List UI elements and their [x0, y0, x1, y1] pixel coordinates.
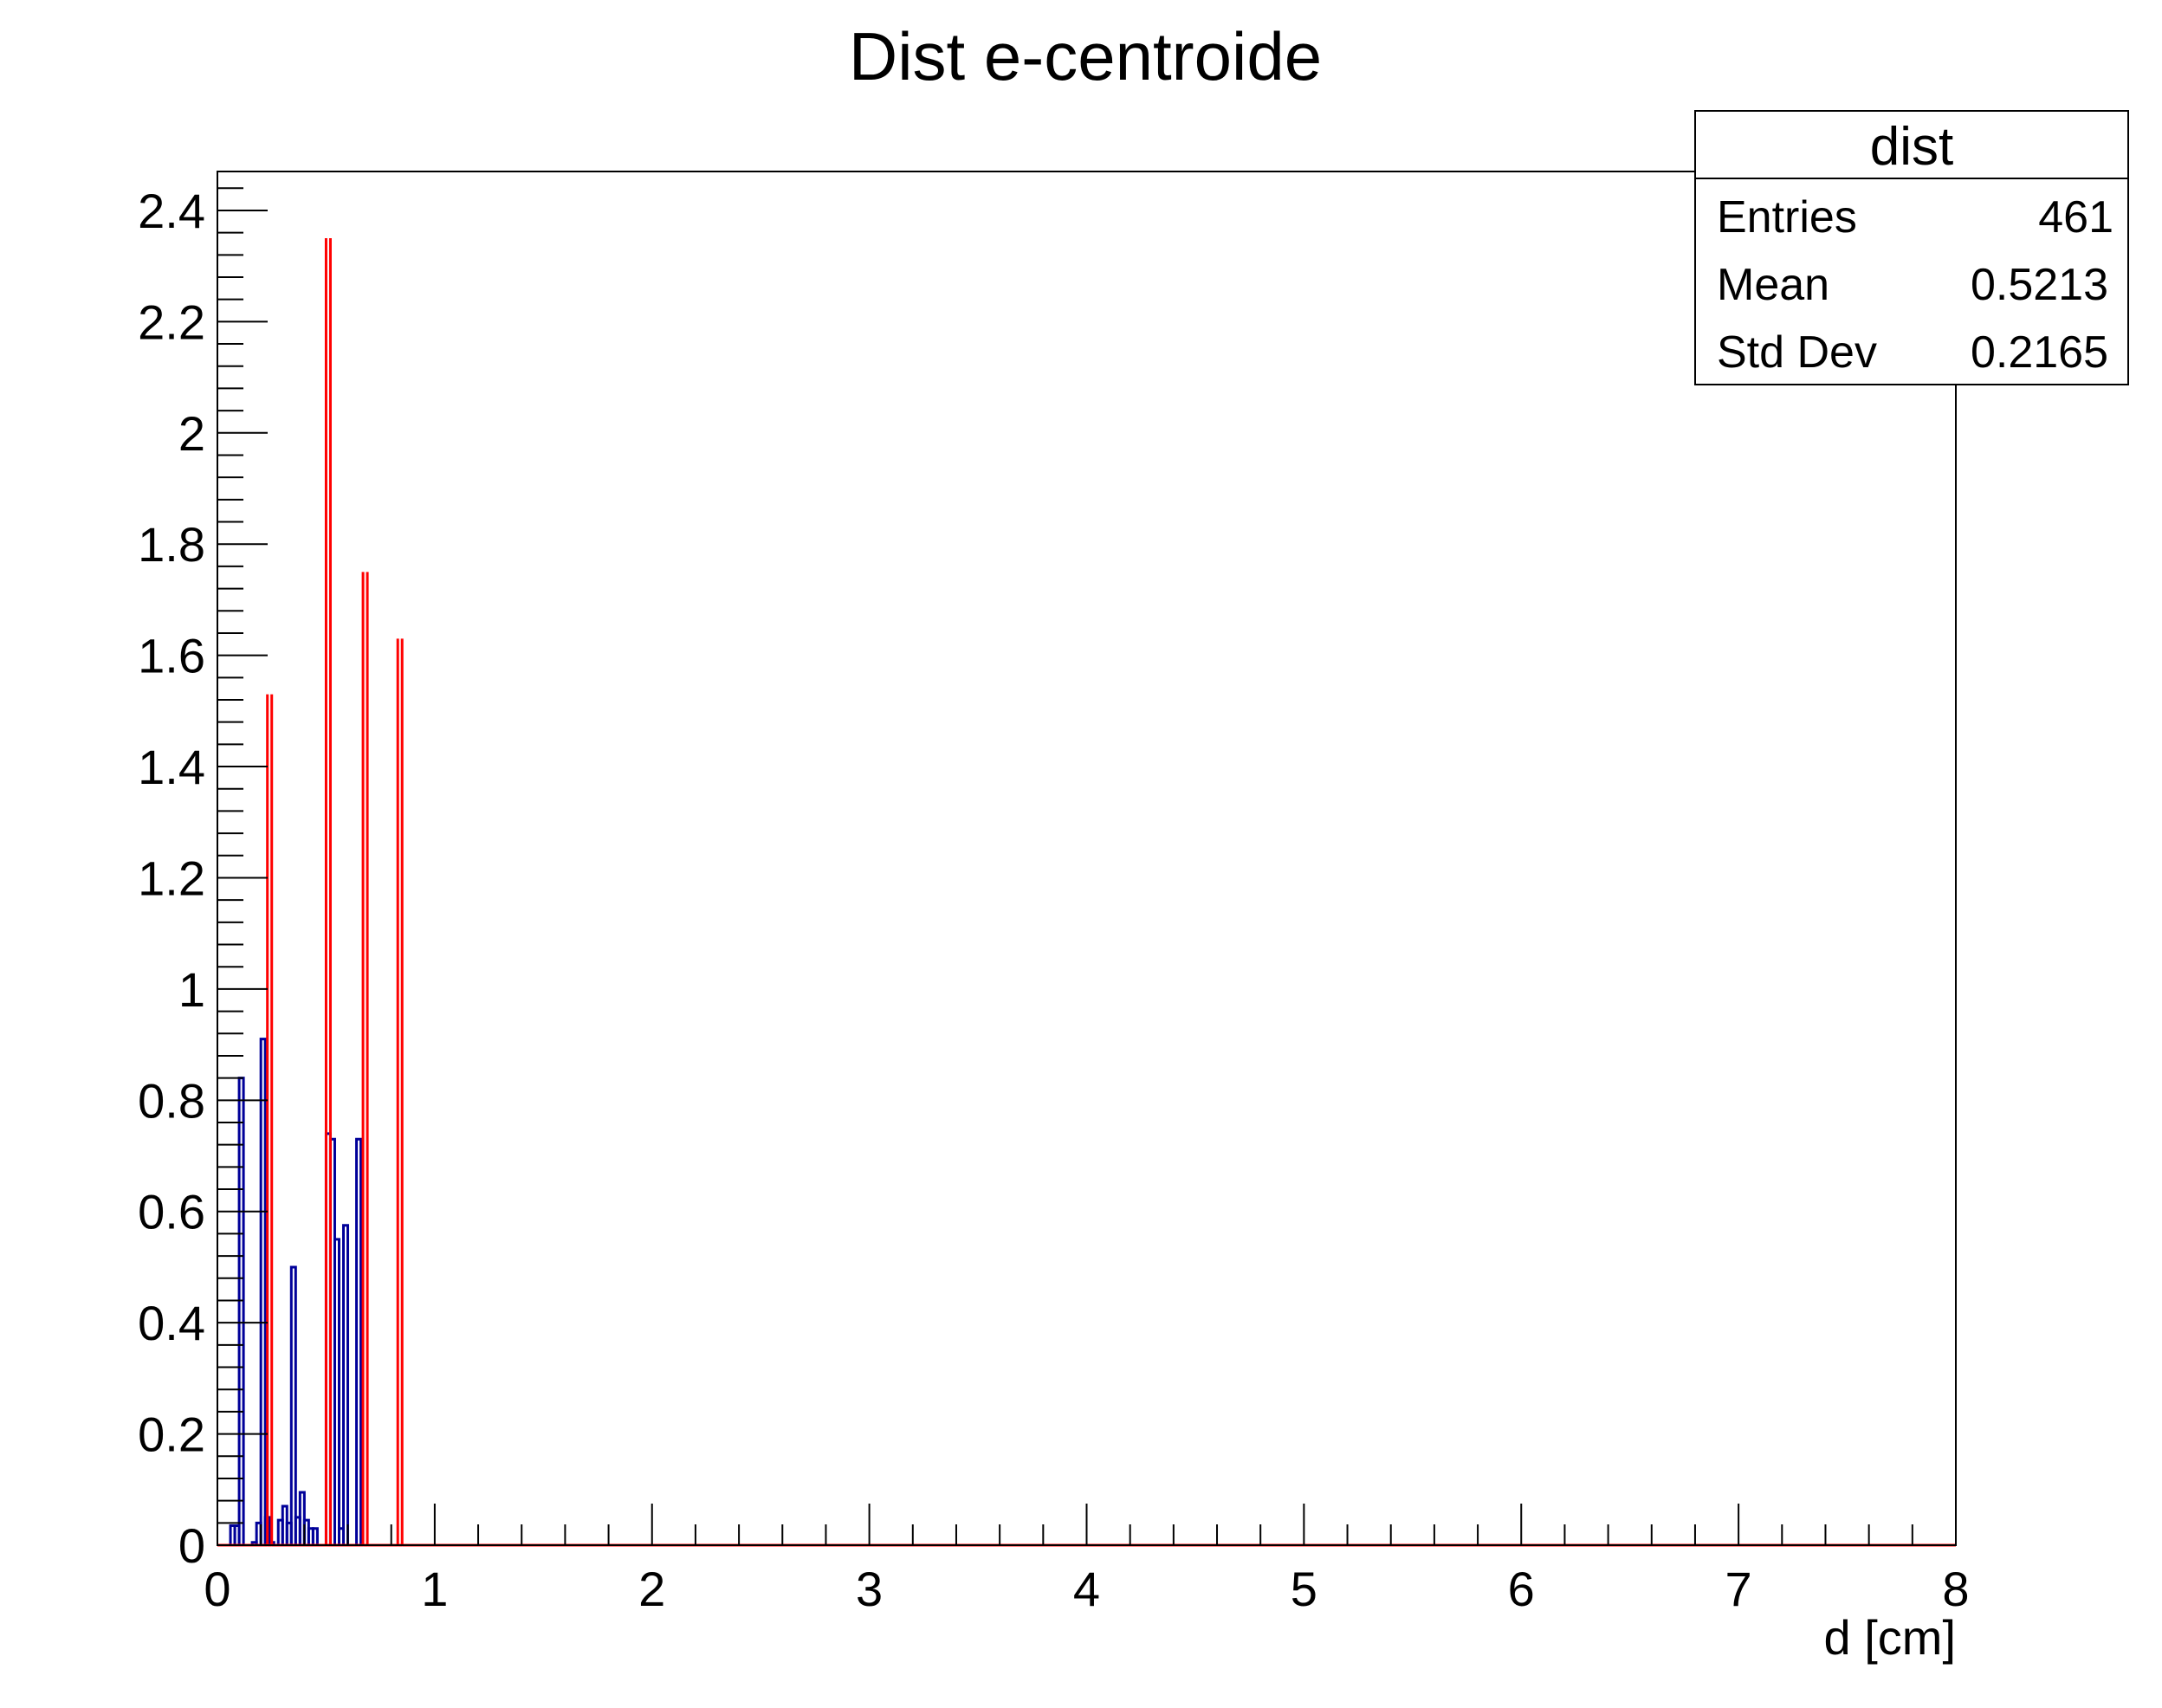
x-tick-label: 8: [1942, 1562, 1969, 1616]
stats-value-std-dev: 0.2165: [1971, 327, 2108, 378]
chart-title: Dist e-centroide: [849, 18, 1322, 94]
histogram-bar-blue: [259, 1038, 267, 1545]
y-tick-label: 0.8: [138, 1073, 205, 1128]
histogram-bar-blue: [289, 1265, 297, 1545]
histogram-bar-blue: [311, 1527, 319, 1545]
y-tick-label: 1.8: [138, 517, 205, 572]
y-tick-label: 0.6: [138, 1185, 205, 1239]
y-tick-label: 2.2: [138, 294, 205, 349]
x-tick-label: 5: [1291, 1562, 1317, 1616]
y-tick-label: 0.2: [138, 1407, 205, 1462]
x-axis-label: d [cm]: [1824, 1610, 1956, 1665]
y-tick-label: 1: [178, 962, 205, 1017]
x-tick-label: 3: [856, 1562, 883, 1616]
x-tick-label: 7: [1725, 1562, 1752, 1616]
stats-box-title: dist: [1870, 117, 1953, 177]
y-tick-label: 1.2: [138, 851, 205, 905]
y-tick-label: 0.4: [138, 1296, 205, 1350]
y-tick-label: 0: [178, 1518, 205, 1573]
x-tick-label: 4: [1073, 1562, 1100, 1616]
y-axis: 0 0.2 0.4 0.6 0.8 1 1.2 1.4 1.6 1.8 2 2.2 2.4: [138, 184, 268, 1573]
x-tick-label: 0: [204, 1562, 230, 1616]
stats-box: dist Entries 461 Mean 0.5213 Std Dev 0.2…: [1694, 110, 2129, 385]
x-tick-label: 6: [1508, 1562, 1535, 1616]
y-tick-label: 1.6: [138, 629, 205, 683]
stats-label-entries: Entries: [1717, 192, 1857, 243]
histogram-bar-blue: [298, 1491, 306, 1545]
stats-box-frame: [1694, 110, 2129, 385]
stats-label-std-dev: Std Dev: [1717, 327, 1877, 378]
y-tick-label: 2: [178, 406, 205, 461]
y-tick-label: 1.4: [138, 740, 205, 794]
x-axis: 0 1 2 3 4 5 6 7 8: [204, 1504, 1970, 1616]
stats-value-mean: 0.5213: [1971, 260, 2108, 310]
stats-label-mean: Mean: [1717, 260, 1829, 310]
histogram-bar-blue: [342, 1224, 350, 1545]
histogram-bar-blue: [333, 1238, 340, 1545]
histogram-bar-blue: [355, 1137, 363, 1545]
x-tick-label: 1: [421, 1562, 448, 1616]
x-tick-label: 2: [638, 1562, 665, 1616]
y-tick-label: 2.4: [138, 184, 205, 238]
stats-value-entries: 461: [2038, 192, 2113, 243]
